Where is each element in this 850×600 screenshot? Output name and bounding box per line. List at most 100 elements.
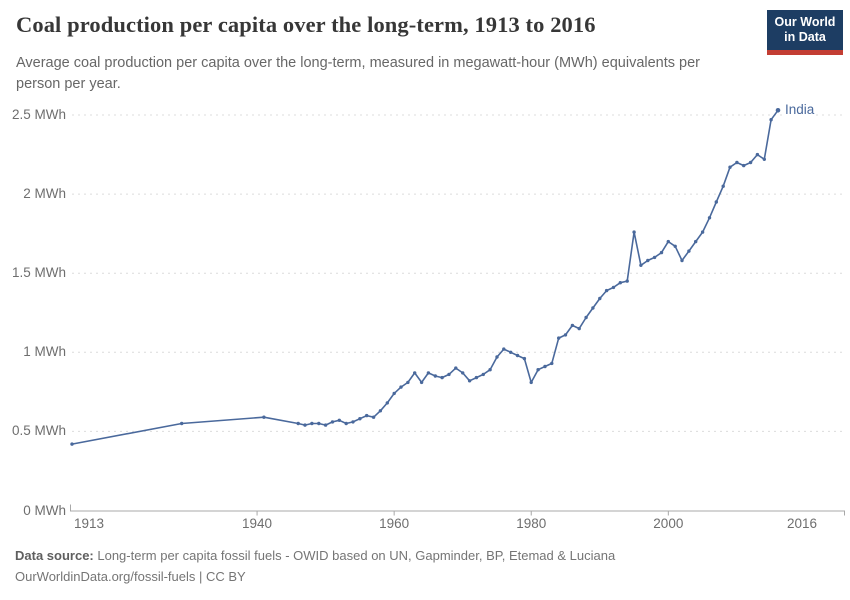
data-point[interactable] (769, 118, 773, 122)
data-source-line: Data source: Long-term per capita fossil… (15, 545, 615, 566)
data-point[interactable] (652, 255, 657, 260)
x-axis-tick-label: 1913 (73, 516, 105, 531)
data-point[interactable] (406, 380, 410, 385)
data-point[interactable] (481, 372, 485, 377)
data-point[interactable] (659, 250, 664, 255)
y-axis-tick-label: 1.5 MWh (11, 265, 66, 281)
data-point[interactable] (543, 364, 547, 369)
owid-logo-line2: in Data (784, 30, 826, 44)
data-source-label: Data source: (15, 548, 94, 563)
data-point[interactable] (632, 230, 636, 234)
data-point[interactable] (735, 160, 739, 165)
data-point[interactable] (371, 415, 376, 419)
data-point[interactable] (495, 355, 499, 359)
data-point[interactable] (570, 323, 575, 328)
data-point[interactable] (563, 333, 568, 337)
owid-logo[interactable]: Our World in Data (767, 10, 843, 55)
data-point[interactable] (673, 244, 677, 248)
data-point[interactable] (461, 371, 465, 375)
y-axis-tick-label: 0 MWh (23, 502, 66, 518)
data-point[interactable] (775, 108, 781, 113)
data-point[interactable] (303, 423, 307, 427)
data-point[interactable] (694, 239, 698, 244)
y-axis-tick-label: 2 MWh (23, 186, 66, 202)
data-point[interactable] (755, 152, 760, 157)
data-point[interactable] (323, 423, 328, 427)
data-point[interactable] (70, 442, 74, 446)
data-point[interactable] (700, 230, 705, 234)
y-axis-tick-label: 0.5 MWh (11, 423, 66, 439)
data-point[interactable] (433, 374, 437, 378)
data-point[interactable] (310, 421, 314, 426)
data-point[interactable] (522, 356, 527, 361)
data-point[interactable] (591, 306, 595, 310)
series-line (71, 109, 779, 445)
data-point[interactable] (337, 418, 341, 422)
data-point[interactable] (488, 368, 492, 372)
data-point[interactable] (714, 200, 718, 204)
x-axis-tick-label: 1980 (516, 516, 547, 531)
data-point[interactable] (330, 420, 335, 424)
data-point[interactable] (317, 421, 321, 426)
x-axis-tick-label: 2000 (653, 516, 684, 531)
data-point[interactable] (584, 315, 588, 320)
license-line: OurWorldinData.org/fossil-fuels | CC BY (15, 569, 246, 584)
data-point[interactable] (351, 420, 355, 424)
data-source-text: Long-term per capita fossil fuels - OWID… (93, 548, 616, 563)
data-point[interactable] (550, 361, 554, 366)
data-point[interactable] (680, 258, 684, 263)
x-axis-tick-label: 2016 (786, 516, 818, 531)
data-point[interactable] (180, 421, 184, 426)
data-point[interactable] (344, 421, 348, 426)
data-point[interactable] (611, 285, 616, 290)
data-point[interactable] (502, 347, 506, 351)
data-point[interactable] (467, 379, 472, 383)
data-point[interactable] (762, 157, 766, 161)
data-point[interactable] (687, 249, 691, 253)
data-point[interactable] (707, 216, 712, 220)
data-point[interactable] (604, 288, 609, 293)
chart-title: Coal production per capita over the long… (16, 12, 596, 37)
x-axis-tick-label: 1960 (379, 516, 410, 531)
data-point[interactable] (577, 326, 581, 331)
data-point[interactable] (646, 258, 650, 263)
data-point[interactable] (392, 391, 396, 396)
data-point[interactable] (515, 353, 520, 358)
chart-subtitle: Average coal production per capita over … (16, 55, 700, 92)
data-point[interactable] (262, 415, 266, 419)
data-point[interactable] (419, 380, 424, 385)
data-point[interactable] (557, 336, 561, 340)
data-point[interactable] (474, 375, 479, 380)
data-point[interactable] (365, 413, 369, 418)
data-point[interactable] (728, 165, 732, 169)
data-point[interactable] (378, 409, 383, 413)
x-axis-tick-label: 1940 (242, 516, 273, 531)
data-point[interactable] (454, 366, 458, 370)
data-point[interactable] (426, 371, 431, 375)
data-point[interactable] (509, 350, 513, 354)
data-point[interactable] (639, 263, 643, 267)
data-point[interactable] (618, 281, 622, 285)
y-axis-tick-label: 1 MWh (23, 344, 66, 360)
data-point[interactable] (296, 421, 300, 426)
data-point[interactable] (598, 296, 602, 301)
chart-footer: Data source: Long-term per capita fossil… (15, 545, 615, 587)
series-label-india[interactable]: India (783, 102, 815, 118)
data-point[interactable] (529, 380, 533, 385)
data-point[interactable] (748, 160, 753, 165)
owid-logo-line1: Our World (774, 15, 836, 29)
data-point[interactable] (666, 239, 670, 244)
data-point[interactable] (625, 279, 629, 283)
data-point[interactable] (399, 385, 403, 389)
data-point[interactable] (440, 375, 444, 380)
data-point[interactable] (385, 401, 389, 405)
data-point[interactable] (413, 371, 417, 375)
data-point[interactable] (742, 163, 746, 168)
y-axis-tick-label: 2.5 MWh (11, 107, 66, 122)
data-point[interactable] (536, 368, 540, 372)
data-point[interactable] (721, 184, 725, 188)
data-point[interactable] (447, 372, 451, 377)
data-point[interactable] (358, 417, 362, 421)
